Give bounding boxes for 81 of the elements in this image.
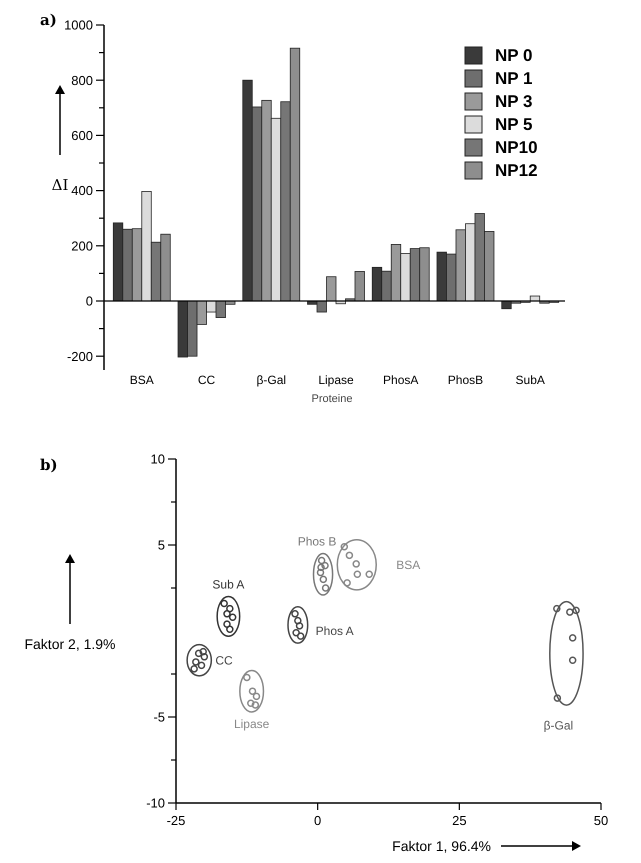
x-axis-title: Faktor 1, 96.4%	[392, 838, 491, 854]
point	[223, 620, 231, 628]
y-tick-label: 10	[150, 452, 165, 467]
y-axis-title: Faktor 2, 1.9%	[24, 636, 116, 652]
point	[200, 653, 208, 661]
series-label: β-Gal	[544, 718, 574, 732]
y-tick-label: -5	[153, 710, 165, 725]
legend-label: NP 0	[495, 46, 532, 65]
point	[554, 694, 562, 702]
point	[568, 656, 576, 664]
x-tick-label: PhosA	[383, 373, 418, 387]
legend-label: NP12	[495, 160, 538, 180]
point	[340, 542, 348, 550]
point	[228, 613, 236, 621]
x-tick-label: SubA	[516, 373, 545, 387]
point	[198, 662, 206, 670]
y-tick-label: 1000	[64, 18, 93, 33]
y-tick-label: 0	[86, 294, 93, 309]
point	[226, 626, 234, 634]
x-axis-title: Proteine	[312, 393, 352, 405]
x-tick-label: 50	[594, 813, 608, 828]
point	[190, 665, 198, 673]
point	[321, 562, 329, 570]
legend-label: NP 5	[495, 114, 532, 134]
y-tick-label: 600	[71, 128, 93, 143]
point	[354, 570, 362, 578]
y-tick-label: 200	[71, 238, 93, 254]
point	[352, 560, 360, 568]
chart-title: a)	[40, 11, 57, 29]
point	[343, 579, 351, 587]
point	[317, 564, 325, 572]
point	[365, 570, 373, 578]
x-tick-label: -25	[166, 813, 186, 828]
y-tick-label: 800	[71, 72, 93, 88]
legend-label: NP 3	[495, 92, 532, 111]
point	[220, 600, 228, 608]
point	[296, 632, 304, 640]
point	[223, 610, 231, 618]
point	[320, 576, 328, 584]
point	[553, 604, 561, 612]
point	[316, 568, 324, 576]
point	[243, 674, 251, 682]
point	[248, 687, 256, 695]
series-label: Phos B	[298, 534, 336, 549]
point	[346, 552, 354, 560]
x-tick-label: PhosB	[448, 373, 484, 387]
series-label: CC	[215, 653, 233, 668]
y-tick-label: -200	[66, 348, 93, 364]
point	[291, 610, 299, 618]
x-tick-label: BSA	[130, 373, 154, 387]
point	[318, 556, 326, 564]
y-tick-label: -10	[146, 796, 165, 811]
legend-label: NP 1	[495, 68, 532, 88]
x-tick-label: β-Gal	[256, 373, 286, 387]
point	[296, 622, 304, 630]
point	[199, 648, 207, 656]
text: b)	[40, 456, 58, 474]
point	[252, 692, 260, 700]
text: BSA	[396, 558, 420, 572]
x-tick-label: Lipase	[318, 373, 354, 387]
point	[194, 650, 202, 658]
x-tick-label: 0	[314, 813, 322, 828]
y-axis-title: ΔI	[52, 176, 68, 194]
x-tick-label: CC	[198, 373, 216, 387]
series-label: Phos A	[316, 624, 354, 638]
point	[226, 604, 234, 612]
point	[292, 628, 300, 636]
x-tick-label: 25	[452, 813, 467, 828]
point	[252, 701, 260, 709]
point	[294, 616, 302, 624]
y-tick-label: 5	[158, 538, 165, 553]
legend-label: NP10	[495, 138, 538, 157]
point	[247, 699, 255, 707]
y-tick-label: 400	[71, 183, 93, 198]
point	[568, 634, 576, 642]
point	[192, 658, 200, 666]
point	[572, 606, 580, 614]
point	[322, 584, 330, 592]
series-label: Lipase	[234, 717, 270, 732]
series-label: Sub A	[212, 578, 244, 592]
point	[566, 608, 574, 616]
